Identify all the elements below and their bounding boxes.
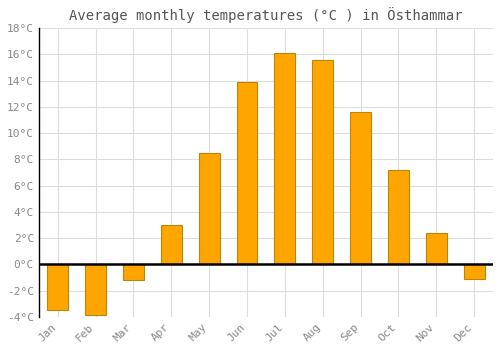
Bar	[123, 264, 144, 280]
Bar	[312, 60, 333, 264]
Bar	[388, 170, 409, 264]
Title: Average monthly temperatures (°C ) in Östhammar: Average monthly temperatures (°C ) in Ös…	[69, 7, 462, 23]
Bar	[198, 153, 220, 264]
Bar	[350, 112, 371, 264]
Bar	[236, 82, 258, 264]
Bar	[426, 233, 446, 264]
Bar	[85, 264, 106, 315]
Bar	[274, 53, 295, 264]
Bar	[464, 264, 484, 279]
Bar	[48, 264, 68, 310]
Bar	[161, 225, 182, 264]
